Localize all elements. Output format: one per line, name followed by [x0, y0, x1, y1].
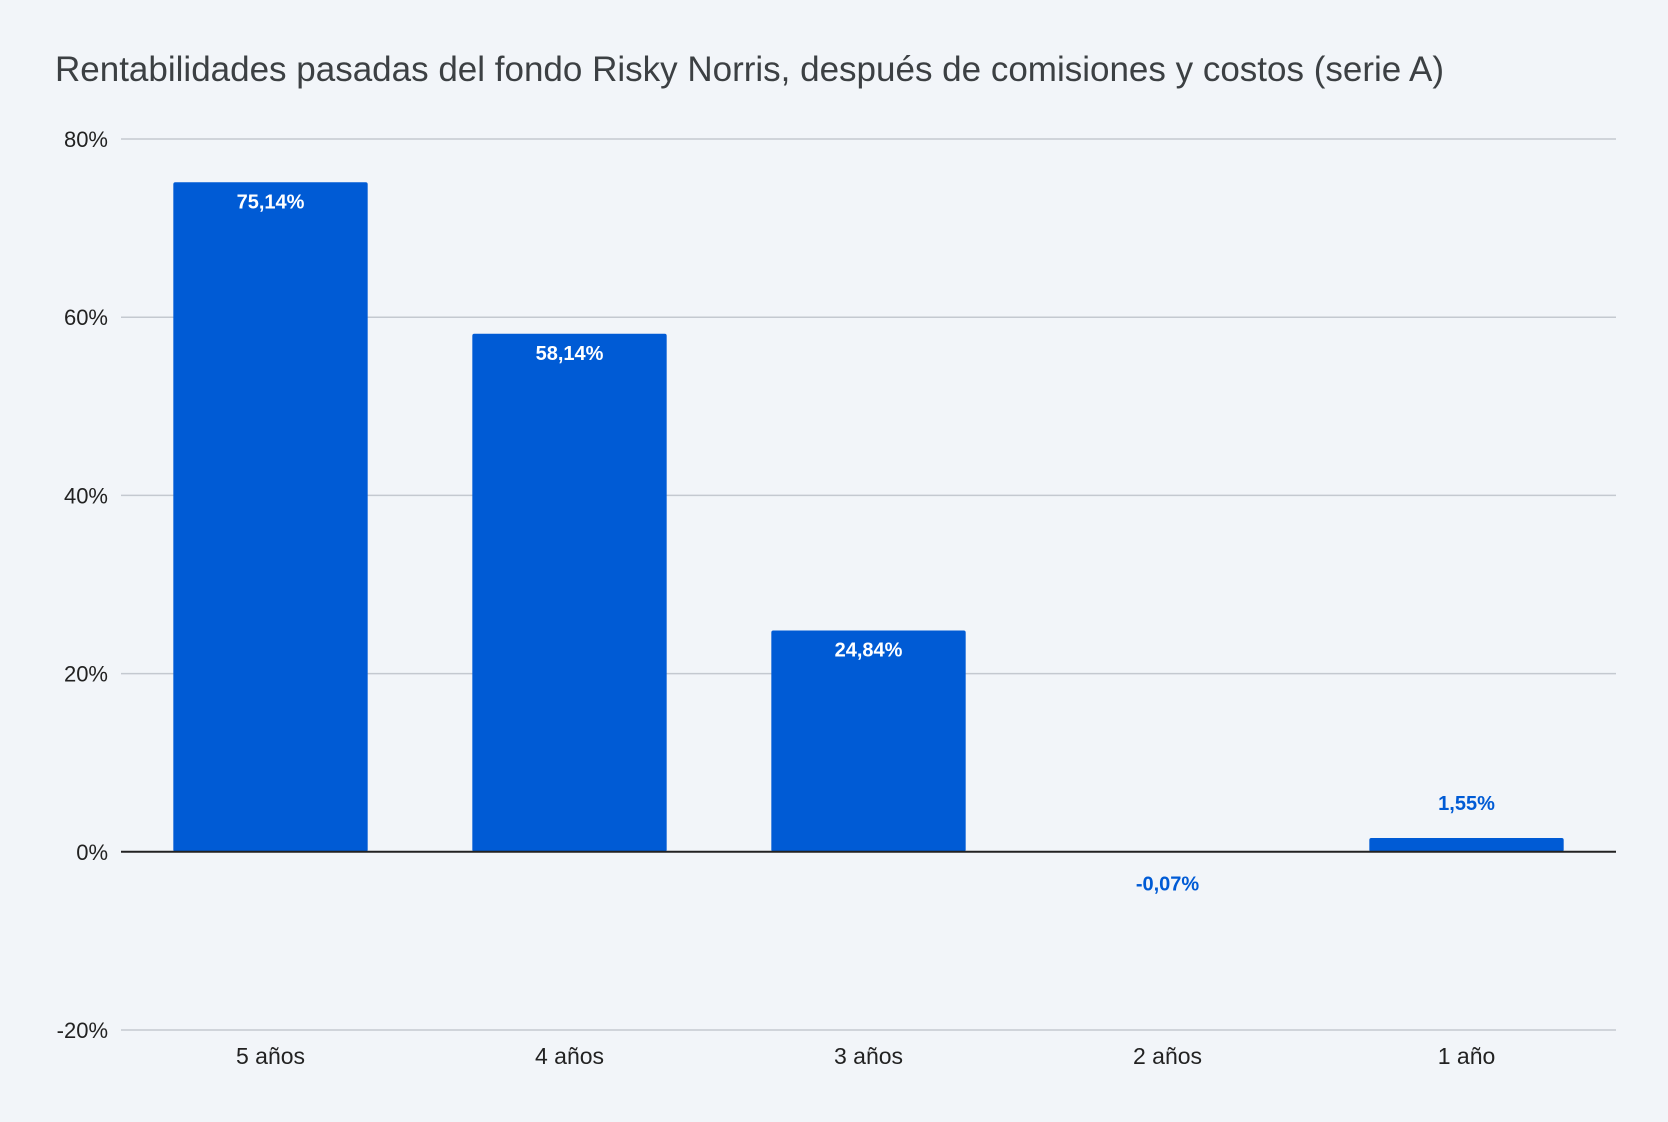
x-category-label: 1 año: [1438, 1043, 1496, 1069]
data-labels: 75,14% 58,14% 24,84% -0,07% 1,55%: [237, 191, 1495, 895]
bar: [771, 630, 966, 852]
bar: [472, 333, 667, 852]
x-axis-ticks: 5 años 4 años 3 años 2 años 1 año: [236, 1043, 1495, 1069]
y-axis-ticks: 80% 60% 40% 20% 0% -20%: [57, 127, 108, 1043]
y-tick-label: -20%: [57, 1018, 108, 1043]
x-category-label: 4 años: [535, 1043, 604, 1069]
y-tick-label: 60%: [64, 305, 108, 330]
y-tick-label: 40%: [64, 483, 108, 508]
gridlines: [121, 138, 1616, 1031]
data-label: 1,55%: [1438, 793, 1495, 815]
data-label: 75,14%: [237, 191, 305, 213]
y-tick-label: 0%: [76, 840, 108, 865]
chart-title: Rentabilidades pasadas del fondo Risky N…: [55, 50, 1444, 89]
bar: [173, 182, 368, 852]
data-label: 24,84%: [835, 639, 903, 661]
bar: [1369, 837, 1564, 852]
data-label: 58,14%: [536, 343, 604, 365]
y-tick-label: 80%: [64, 127, 108, 152]
x-category-label: 5 años: [236, 1043, 305, 1069]
data-label: -0,07%: [1136, 873, 1200, 895]
x-category-label: 3 años: [834, 1043, 903, 1069]
y-tick-label: 20%: [64, 662, 108, 687]
bars: [173, 182, 1564, 853]
x-category-label: 2 años: [1133, 1043, 1202, 1069]
